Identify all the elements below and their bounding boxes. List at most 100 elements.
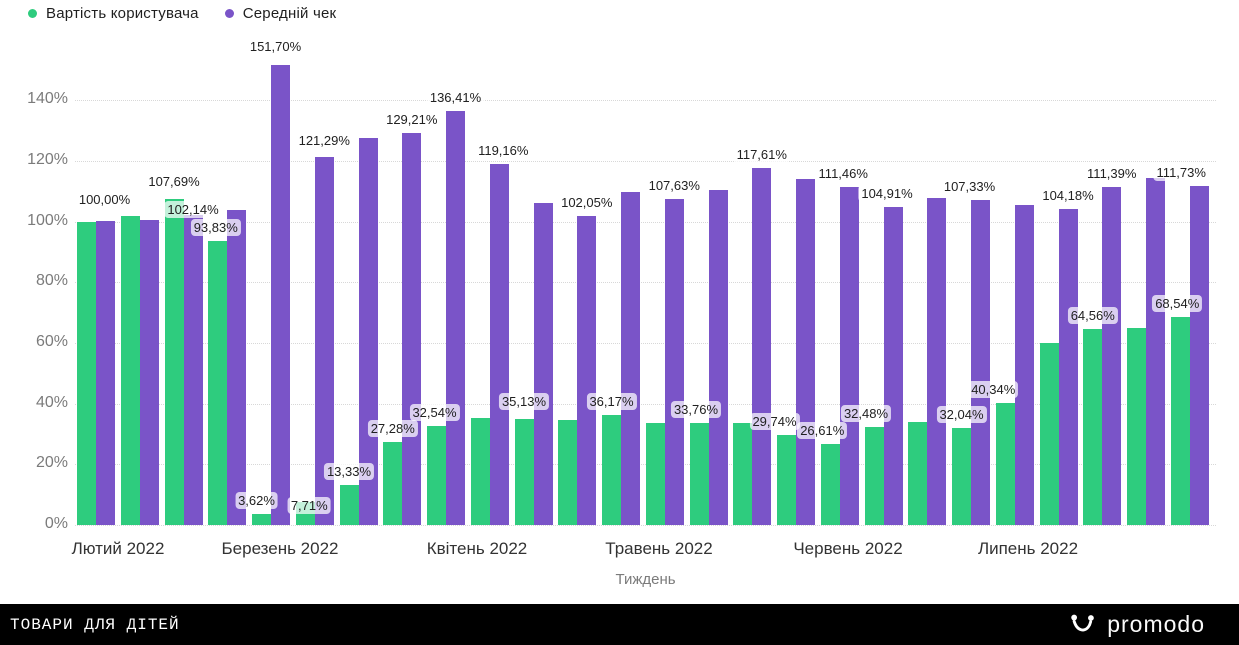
bar-purple-week-21[interactable] bbox=[971, 199, 990, 525]
bar-green-week-23[interactable] bbox=[1039, 343, 1059, 525]
bar-green-week-7[interactable] bbox=[339, 484, 359, 525]
data-label-purple-week-1: 100,00% bbox=[75, 190, 134, 208]
data-label-purple-week-26: 111,73% bbox=[1153, 164, 1209, 182]
y-tick-0%: 0% bbox=[44, 515, 68, 532]
gridline-80% bbox=[75, 282, 1216, 284]
x-month-label-3: Квітень 2022 bbox=[426, 539, 528, 558]
bar-green-week-15[interactable] bbox=[689, 422, 709, 525]
gridline-140% bbox=[75, 100, 1216, 102]
week-pair-16: 117,61% bbox=[733, 59, 790, 525]
week-pair-25 bbox=[1127, 59, 1165, 525]
bar-purple-week-15[interactable] bbox=[708, 190, 728, 525]
week-pair-3: 107,69% 102,14% bbox=[145, 59, 222, 525]
gridline-60% bbox=[75, 343, 1216, 345]
legend: Вартість користувача Середній чек bbox=[28, 5, 336, 22]
data-label-green-week-5: 3,62% bbox=[235, 492, 278, 509]
bar-green-week-5[interactable] bbox=[252, 514, 271, 525]
gridline-40% bbox=[75, 403, 1216, 405]
bar-purple-week-20[interactable] bbox=[927, 198, 947, 525]
bar-purple-week-16[interactable] bbox=[752, 168, 772, 525]
bar-green-week-19[interactable] bbox=[864, 426, 884, 525]
data-label-green-week-22: 40,34% bbox=[968, 380, 1019, 398]
data-label-green-week-9: 32,54% bbox=[409, 404, 460, 422]
bar-purple-week-1[interactable] bbox=[96, 220, 115, 525]
bar-green-week-11[interactable] bbox=[514, 418, 534, 525]
x-month-label-4: Травень 2022 bbox=[605, 539, 713, 558]
data-label-purple-week-23: 104,18% bbox=[1039, 187, 1097, 205]
bar-purple-week-12[interactable] bbox=[577, 215, 597, 525]
bar-purple-week-11[interactable] bbox=[533, 203, 553, 525]
week-pair-17: 29,74% bbox=[749, 59, 815, 525]
week-pair-19: 32,48% 104,91% bbox=[840, 59, 916, 525]
bar-purple-week-5[interactable] bbox=[271, 65, 290, 525]
bar-green-week-20[interactable] bbox=[908, 421, 928, 525]
bar-purple-week-14[interactable] bbox=[664, 198, 684, 525]
bar-purple-week-13[interactable] bbox=[621, 192, 640, 525]
bar-green-week-26[interactable] bbox=[1170, 317, 1190, 525]
bar-purple-week-18[interactable] bbox=[839, 187, 859, 525]
bar-purple-week-8[interactable] bbox=[402, 133, 422, 525]
bar-green-week-2[interactable] bbox=[120, 216, 140, 525]
bar-purple-week-22[interactable] bbox=[1014, 205, 1034, 525]
promodo-icon bbox=[1071, 614, 1095, 631]
bar-green-week-22[interactable] bbox=[995, 402, 1015, 525]
bar-green-week-18[interactable] bbox=[820, 444, 840, 525]
legend-label-green: Вартість користувача bbox=[46, 5, 199, 22]
week-pair-18: 26,61% 111,46% bbox=[797, 59, 871, 525]
week-pair-14: 107,63% bbox=[645, 59, 703, 525]
bar-purple-week-9[interactable] bbox=[446, 111, 465, 525]
bar-purple-week-25[interactable] bbox=[1146, 177, 1165, 525]
data-label-green-week-17: 29,74% bbox=[749, 412, 800, 430]
bar-chart-plot: 0% 20% 40% 60% 80% 100% 120% 140% 100,00% 107,69%… bbox=[27, 38, 1216, 558]
bar-purple-week-2[interactable] bbox=[139, 220, 159, 525]
week-pair-26: 68,54% 111,73% bbox=[1152, 59, 1209, 525]
bar-green-week-8[interactable] bbox=[383, 442, 403, 525]
bar-green-week-13[interactable] bbox=[602, 415, 621, 525]
gridline-20% bbox=[75, 464, 1216, 466]
data-label-green-week-24: 64,56% bbox=[1067, 307, 1118, 325]
week-pair-5: 3,62% 151,70% bbox=[235, 38, 305, 525]
bar-green-week-24[interactable] bbox=[1083, 329, 1103, 525]
bar-purple-week-10[interactable] bbox=[489, 163, 509, 525]
brand-text: promodo bbox=[1107, 611, 1205, 637]
bar-green-week-9[interactable] bbox=[427, 426, 446, 525]
data-label-green-week-11: 35,13% bbox=[498, 392, 550, 410]
data-label-purple-week-8: 129,21% bbox=[383, 111, 441, 129]
bar-green-week-17[interactable] bbox=[777, 434, 796, 525]
bar-green-week-25[interactable] bbox=[1127, 327, 1146, 525]
week-pair-9: 32,54% 136,41% bbox=[409, 59, 485, 525]
legend-item-green[interactable]: Вартість користувача bbox=[28, 5, 199, 22]
y-tick-120%: 120% bbox=[27, 151, 68, 169]
bar-purple-week-23[interactable] bbox=[1058, 209, 1078, 525]
bar-purple-week-19[interactable] bbox=[883, 206, 903, 525]
bar-green-week-21[interactable] bbox=[952, 427, 971, 525]
data-label-purple-week-9: 136,41% bbox=[426, 89, 485, 107]
bar-green-week-1[interactable] bbox=[77, 221, 96, 525]
week-pair-2 bbox=[120, 59, 159, 525]
data-label-green-week-21: 32,04% bbox=[936, 405, 987, 423]
bar-purple-week-26[interactable] bbox=[1189, 186, 1209, 525]
bar-green-week-16[interactable] bbox=[733, 423, 753, 525]
week-pair-7: 13,33% bbox=[323, 59, 378, 525]
y-tick-100%: 100% bbox=[27, 211, 68, 229]
data-label-green-week-4: 93,83% bbox=[190, 218, 241, 236]
green-series-dot bbox=[28, 9, 37, 18]
bar-green-week-14[interactable] bbox=[645, 423, 665, 525]
week-pair-6: 7,71% 121,29% bbox=[287, 59, 353, 525]
bar-green-week-3[interactable] bbox=[164, 198, 184, 525]
bar-green-week-4[interactable] bbox=[208, 240, 228, 525]
bar-purple-week-6[interactable] bbox=[314, 157, 334, 525]
bar-green-week-10[interactable] bbox=[470, 418, 490, 525]
week-pair-4: 93,83% bbox=[190, 59, 247, 525]
legend-item-purple[interactable]: Середній чек bbox=[224, 5, 337, 22]
week-pair-10: 119,16% bbox=[470, 59, 532, 525]
data-label-green-week-13: 36,17% bbox=[586, 393, 637, 411]
y-tick-140%: 140% bbox=[27, 90, 68, 108]
bar-purple-week-4[interactable] bbox=[227, 210, 247, 525]
bar-purple-week-17[interactable] bbox=[796, 179, 815, 525]
bar-purple-week-3[interactable] bbox=[183, 215, 203, 525]
bar-green-week-12[interactable] bbox=[558, 420, 578, 525]
data-label-green-week-6: 7,71% bbox=[287, 496, 331, 514]
bar-purple-week-24[interactable] bbox=[1102, 187, 1122, 525]
purple-series-dot bbox=[224, 9, 234, 18]
